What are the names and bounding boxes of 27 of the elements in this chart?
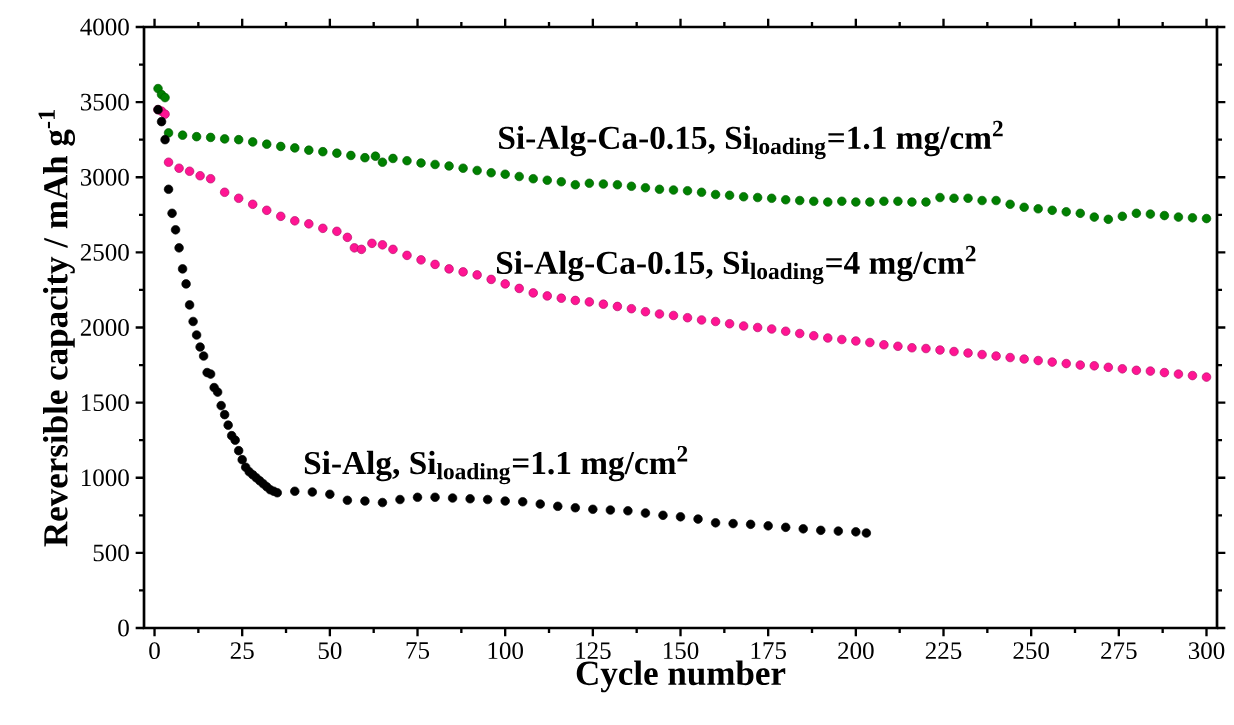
x-tick-label: 300 <box>1188 642 1225 660</box>
x-axis-title: Cycle number <box>576 660 786 693</box>
x-tick-label: 250 <box>1013 642 1049 660</box>
y-tick-label: 1500 <box>81 394 129 412</box>
x-tick-label: 275 <box>1101 642 1137 659</box>
x-tick-label: 100 <box>488 642 523 660</box>
series-label: Si-Alg, Si$_{loading}$=1.1 mg/cm$^{2}$ <box>304 445 688 485</box>
x-tick-label: 125 <box>576 642 611 659</box>
y-tick-label: 1000 <box>81 469 129 487</box>
x-tick-label: 200 <box>838 642 874 660</box>
y-tick-label: 2500 <box>80 243 129 261</box>
x-tick-label: 150 <box>663 642 699 660</box>
y-tick-label: 3000 <box>80 168 129 186</box>
y-axis-title: Reversible capacity / mAh g$^{-1}$ <box>38 109 76 547</box>
x-tick-label: 25 <box>230 642 254 659</box>
x-tick-label: 75 <box>406 642 430 659</box>
y-tick-label: 4000 <box>80 18 129 36</box>
series-label: Si-Alg-Ca-0.15, Si$_{loading}$=4 mg/cm$^{2}$ <box>496 245 976 285</box>
y-tick-label: 2000 <box>80 319 129 336</box>
series-label: Si-Alg-Ca-0.15, Si$_{loading}$=1.1 mg/cm$^{2}$ <box>499 120 1003 160</box>
y-tick-label: 500 <box>93 544 129 562</box>
x-tick-label: 175 <box>751 642 786 659</box>
x-tick-label: 0 <box>149 642 160 660</box>
y-tick-label: 0 <box>118 619 129 637</box>
x-tick-label: 225 <box>925 642 962 659</box>
y-tick-label: 3500 <box>80 93 129 111</box>
x-tick-label: 50 <box>318 642 342 660</box>
